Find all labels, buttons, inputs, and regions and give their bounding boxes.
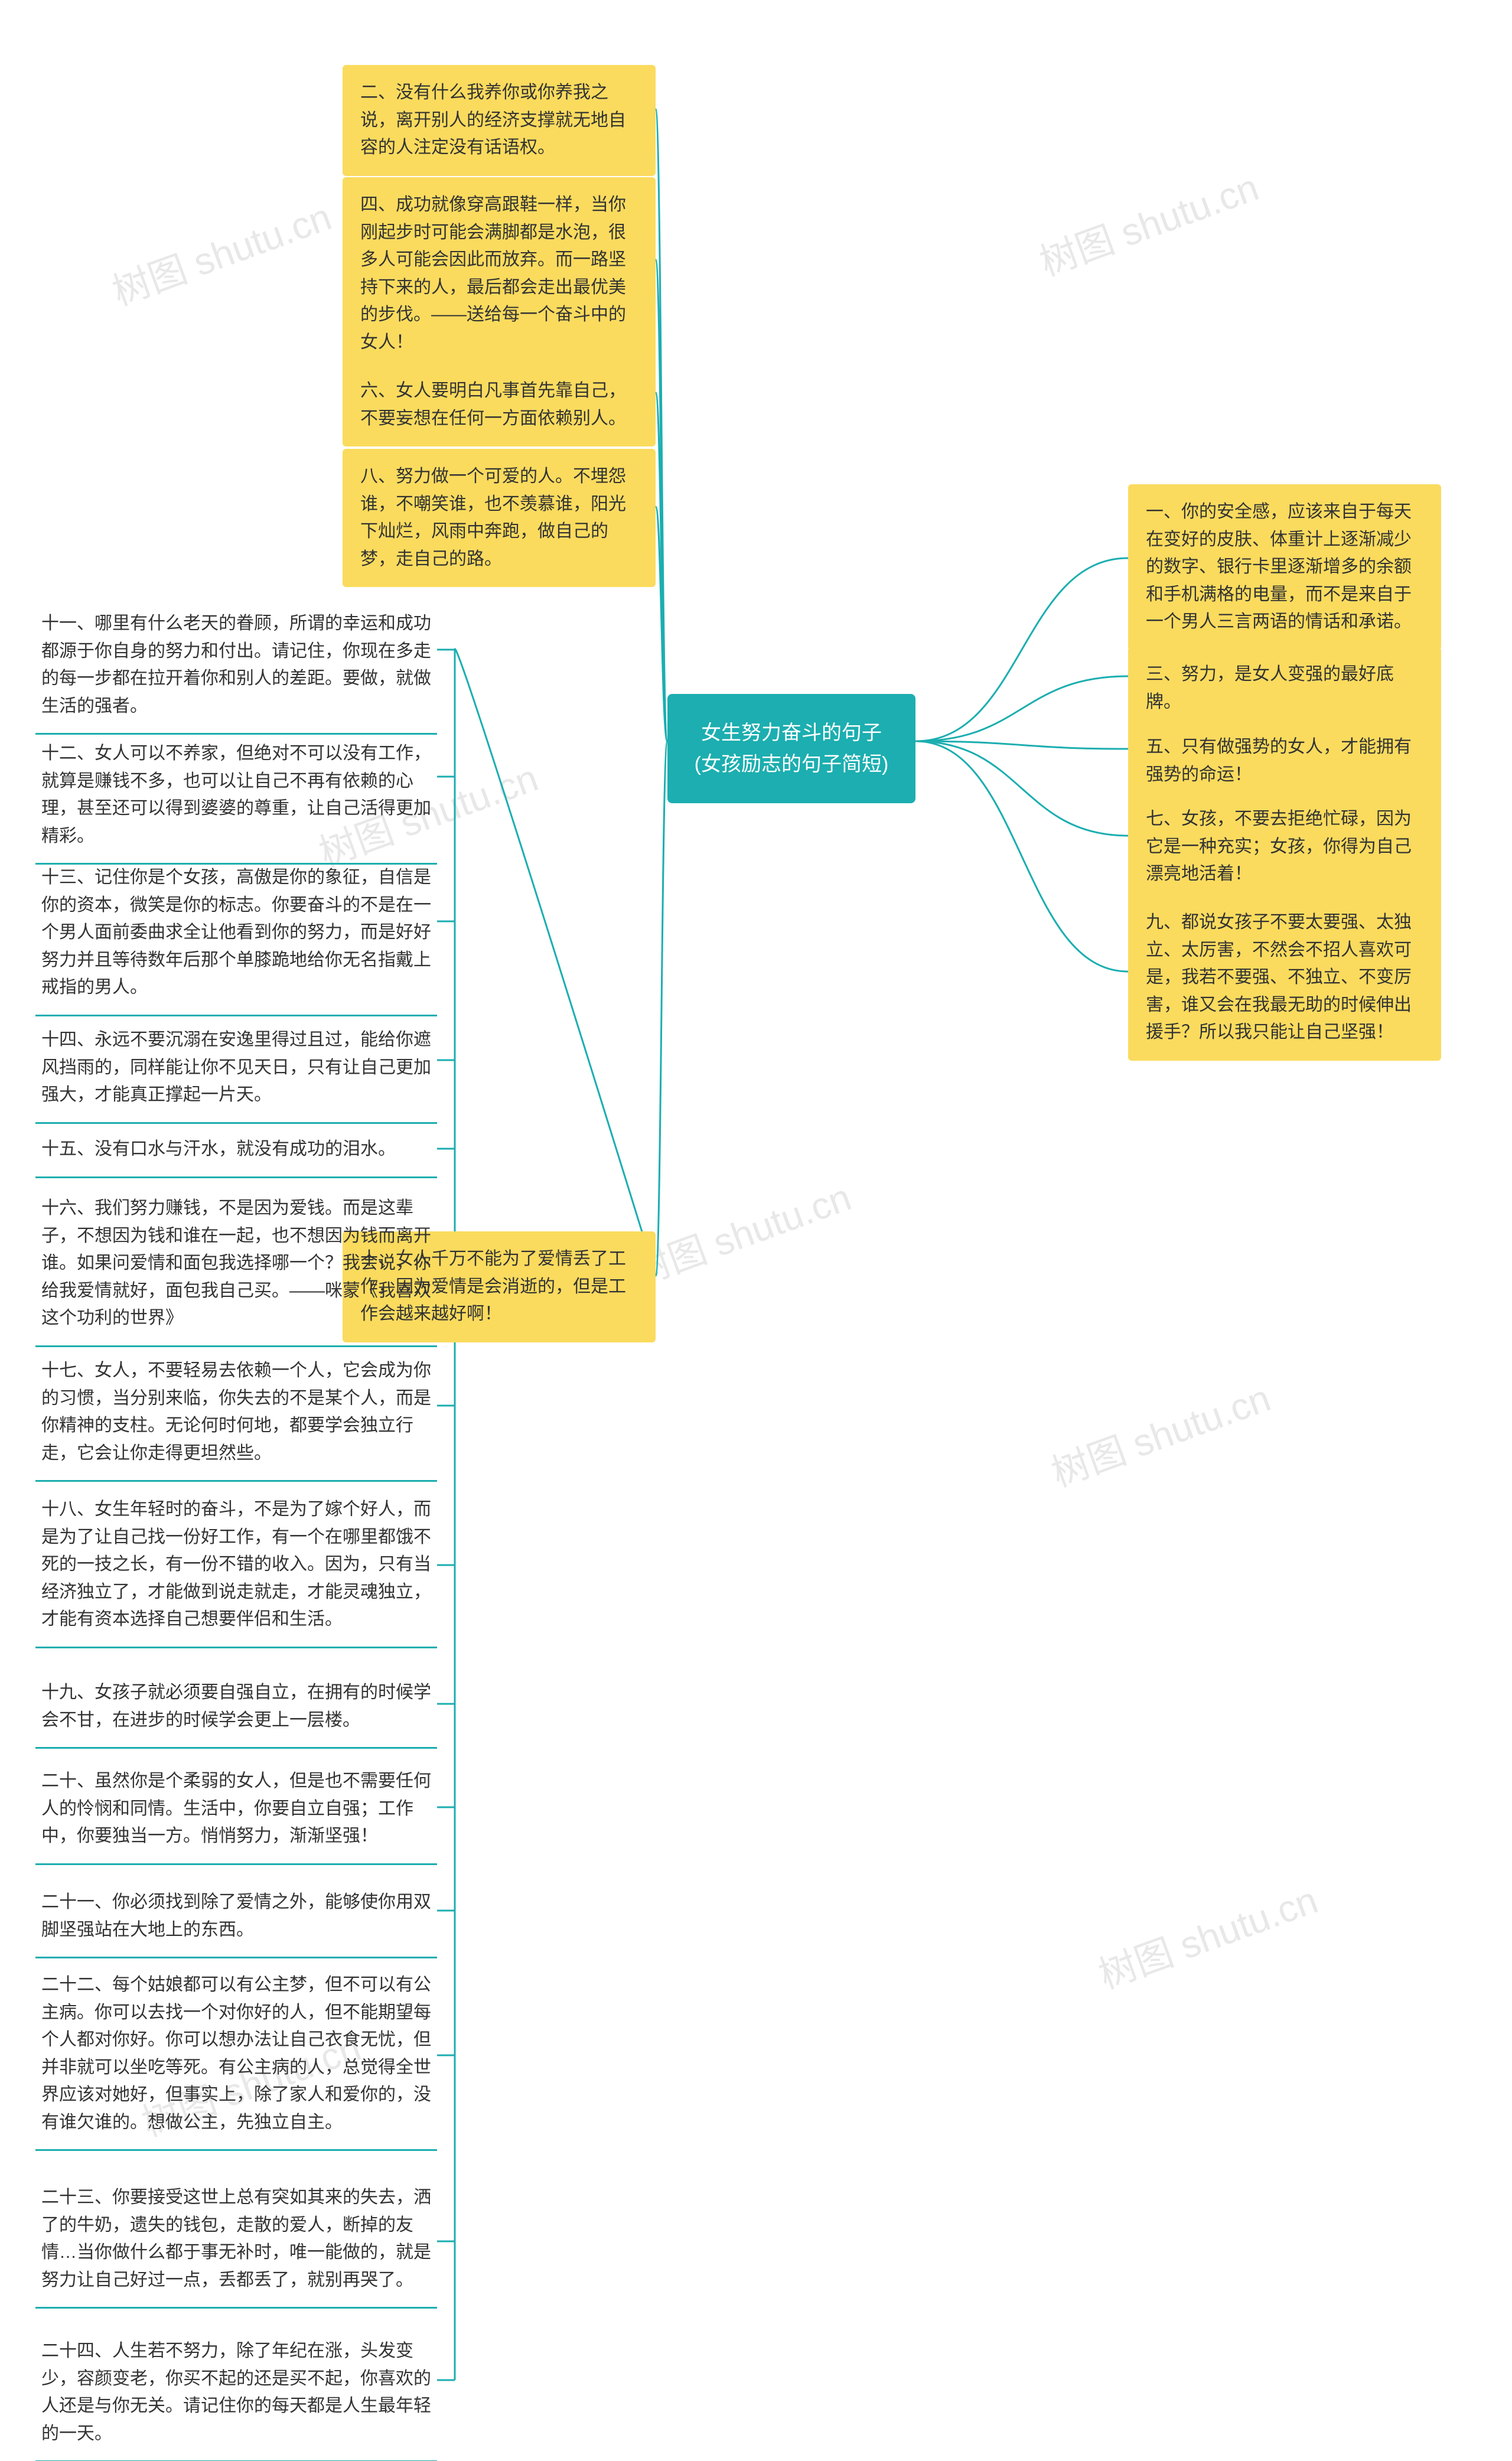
watermark: 树图 shutu.cn — [1090, 1870, 1324, 1999]
connector — [656, 741, 667, 1276]
leaf-node-p24[interactable]: 二十四、人生若不努力，除了年纪在涨，头发变少，容颜变老，你买不起的还是买不起，你… — [35, 2327, 437, 2461]
watermark: 树图 shutu.cn — [1043, 1368, 1277, 1497]
leaf-node-p20[interactable]: 二十、虽然你是个柔弱的女人，但是也不需要任何人的怜悯和同情。生活中，你要自立自强… — [35, 1757, 437, 1865]
connector — [915, 741, 1128, 749]
connector — [915, 741, 1128, 836]
leaf-node-p16[interactable]: 十六、我们努力赚钱，不是因为爱钱。而是这辈子，不想因为钱和谁在一起，也不想因为钱… — [35, 1184, 437, 1347]
connector — [455, 649, 656, 1276]
connector — [656, 109, 667, 741]
branch-node-t4[interactable]: 四、成功就像穿高跟鞋一样，当你刚起步时可能会满脚都是水泡，很多人可能会因此而放弃… — [343, 177, 656, 370]
branch-node-r9[interactable]: 九、都说女孩子不要太要强、太独立、太厉害，不然会不招人喜欢可是，我若不要强、不独… — [1128, 895, 1441, 1061]
leaf-node-p13[interactable]: 十三、记住你是个女孩，高傲是你的象征，自信是你的资本，微笑是你的标志。你要奋斗的… — [35, 853, 437, 1016]
connector — [656, 260, 667, 741]
leaf-node-p14[interactable]: 十四、永远不要沉溺在安逸里得过且过，能给你遮风挡雨的，同样能让你不见天日，只有让… — [35, 1016, 437, 1124]
branch-node-r5[interactable]: 五、只有做强势的女人，才能拥有强势的命运！ — [1128, 719, 1441, 803]
leaf-node-p23[interactable]: 二十三、你要接受这世上总有突如其来的失去，洒了的牛奶，遗失的钱包，走散的爱人，断… — [35, 2173, 437, 2309]
branch-node-t6[interactable]: 六、女人要明白凡事首先靠自己，不要妄想在任何一方面依赖别人。 — [343, 363, 656, 446]
leaf-node-p22[interactable]: 二十二、每个姑娘都可以有公主梦，但不可以有公主病。你可以去找一个对你好的人，但不… — [35, 1961, 437, 2151]
leaf-node-p15[interactable]: 十五、没有口水与汗水，就没有成功的泪水。 — [35, 1125, 437, 1178]
connector — [656, 507, 667, 741]
center-node[interactable]: 女生努力奋斗的句子(女孩励志的句子简短) — [667, 694, 915, 803]
branch-node-t2[interactable]: 二、没有什么我养你或你养我之说，离开别人的经济支撑就无地自容的人注定没有话语权。 — [343, 65, 656, 176]
branch-node-r1[interactable]: 一、你的安全感，应该来自于每天在变好的皮肤、体重计上逐渐减少的数字、银行卡里逐渐… — [1128, 484, 1441, 650]
leaf-node-p17[interactable]: 十七、女人，不要轻易去依赖一个人，它会成为你的习惯，当分别来临，你失去的不是某个… — [35, 1347, 437, 1482]
connector — [915, 676, 1128, 741]
leaf-node-p21[interactable]: 二十一、你必须找到除了爱情之外，能够使你用双脚坚强站在大地上的东西。 — [35, 1878, 437, 1958]
leaf-node-p18[interactable]: 十八、女生年轻时的奋斗，不是为了嫁个好人，而是为了让自己找一份好工作，有一个在哪… — [35, 1485, 437, 1648]
connector — [915, 558, 1128, 741]
connector — [656, 393, 667, 741]
watermark: 树图 shutu.cn — [1031, 157, 1265, 286]
leaf-node-p19[interactable]: 十九、女孩子就必须要自强自立，在拥有的时候学会不甘，在进步的时候学会更上一层楼。 — [35, 1668, 437, 1749]
leaf-node-p11[interactable]: 十一、哪里有什么老天的眷顾，所谓的幸运和成功都源于你自身的努力和付出。请记住，你… — [35, 599, 437, 735]
connector — [915, 741, 1128, 972]
branch-node-r3[interactable]: 三、努力，是女人变强的最好底牌。 — [1128, 647, 1441, 730]
watermark: 树图 shutu.cn — [104, 187, 338, 316]
branch-node-r7[interactable]: 七、女孩，不要去拒绝忙碌，因为它是一种充实；女孩，你得为自己漂亮地活着！ — [1128, 791, 1441, 902]
leaf-node-p12[interactable]: 十二、女人可以不养家，但绝对不可以没有工作，就算是赚钱不多，也可以让自己不再有依… — [35, 729, 437, 865]
branch-node-t8[interactable]: 八、努力做一个可爱的人。不埋怨谁，不嘲笑谁，也不羡慕谁，阳光下灿烂，风雨中奔跑，… — [343, 449, 656, 587]
watermark: 树图 shutu.cn — [624, 1167, 858, 1296]
